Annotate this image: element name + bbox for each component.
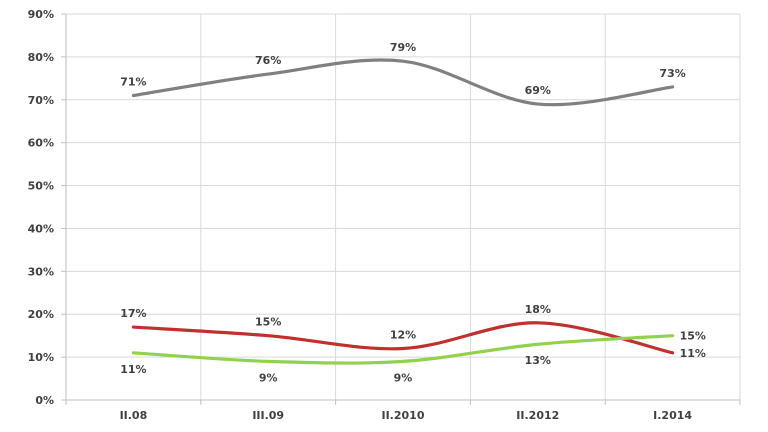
x-tick-label: III.09: [252, 409, 284, 422]
series-lines: [131, 58, 675, 365]
series-line-0: [131, 58, 675, 107]
data-label: 9%: [259, 371, 278, 384]
data-label: 17%: [120, 307, 146, 320]
y-tick-label: 40%: [28, 222, 54, 235]
y-tick-label: 0%: [35, 394, 54, 407]
data-label: 73%: [659, 67, 685, 80]
y-tick-label: 60%: [28, 137, 54, 150]
y-tick-label: 10%: [28, 351, 54, 364]
y-tick-label: 70%: [28, 94, 54, 107]
data-label: 76%: [255, 54, 281, 67]
x-tick-label: I.2014: [653, 409, 692, 422]
y-tick-label: 80%: [28, 51, 54, 64]
x-tick-label: II.08: [120, 409, 148, 422]
y-tick-label: 20%: [28, 308, 54, 321]
y-tick-label: 30%: [28, 265, 54, 278]
y-tick-label: 50%: [28, 180, 54, 193]
data-label: 11%: [680, 347, 706, 360]
data-label: 12%: [390, 329, 416, 342]
axes: 0% 10% 20% 30% 40% 50% 60% 70% 80% 90% II.08 III.09…: [28, 8, 741, 422]
x-tick-label: II.2010: [382, 409, 425, 422]
data-label: 18%: [525, 303, 551, 316]
x-tick-label: II.2012: [516, 409, 559, 422]
data-label: 15%: [680, 330, 706, 343]
data-label: 71%: [120, 75, 146, 88]
data-label: 13%: [525, 354, 551, 367]
data-label: 79%: [390, 41, 416, 54]
data-label: 15%: [255, 316, 281, 329]
data-label: 9%: [394, 371, 413, 384]
data-label: 69%: [525, 84, 551, 97]
y-tick-label: 90%: [28, 8, 54, 21]
data-label: 11%: [120, 363, 146, 376]
data-labels: 71% 76% 79% 69% 73% 17% 15% 12% 18% 11% 11% 9% 9% 13%…: [120, 41, 706, 384]
